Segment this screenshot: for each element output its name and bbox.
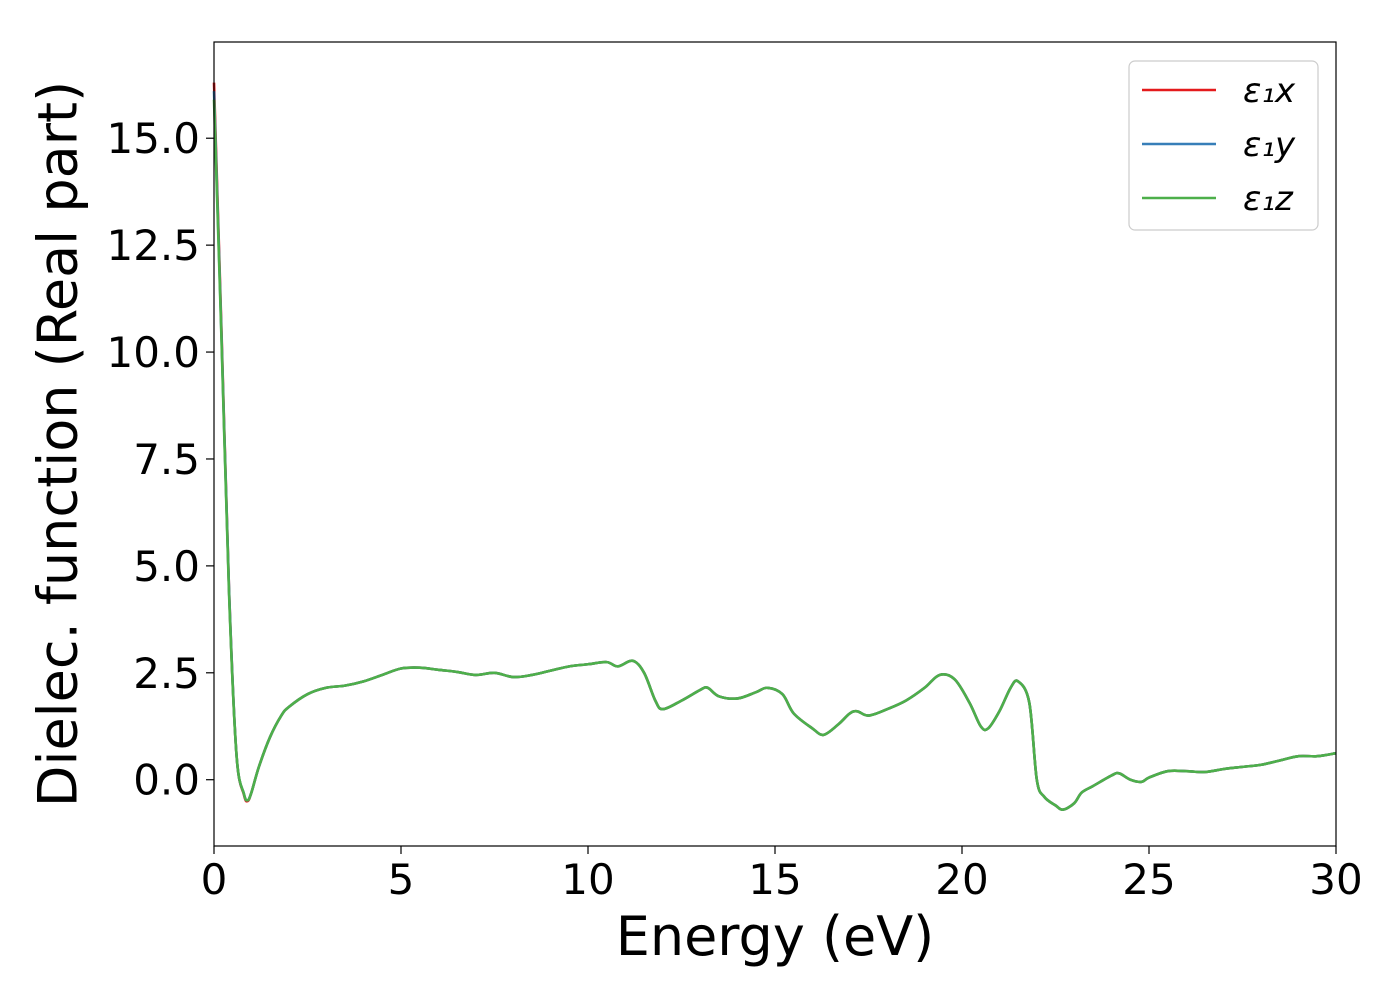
legend-box	[1128, 60, 1319, 231]
x-tick-label: 10	[561, 855, 614, 904]
y-tick-label: 7.5	[133, 435, 200, 484]
x-tick-label: 20	[935, 855, 988, 904]
x-tick-label: 15	[748, 855, 801, 904]
y-axis-title: Dielec. function (Real part)	[27, 81, 90, 807]
y-tick-label: 0.0	[133, 756, 200, 805]
x-tick-label: 5	[388, 855, 415, 904]
y-tick-label: 15.0	[106, 114, 200, 163]
y-tick-label: 12.5	[106, 221, 200, 270]
x-tick-label: 25	[1122, 855, 1175, 904]
y-tick-label: 10.0	[106, 328, 200, 377]
series-layer	[212, 82, 1337, 811]
plot-frame	[213, 41, 1337, 847]
y-tick-label: 5.0	[133, 542, 200, 591]
y-tick-label: 2.5	[133, 649, 200, 698]
legend-label-1: ε₁y	[1243, 125, 1296, 165]
x-tick-label: 0	[201, 855, 228, 904]
legend-label-0: ε₁x	[1243, 71, 1296, 111]
series-line-2	[212, 99, 1337, 811]
ticks-layer: 0 5 10 15 20 25 30 0.0 2.5 5.0 7.5 10.0 12.5 15.0	[106, 114, 1362, 904]
x-tick-label: 30	[1309, 855, 1362, 904]
legend: ε₁x ε₁y ε₁z	[1128, 60, 1319, 231]
legend-label-2: ε₁z	[1243, 179, 1294, 219]
x-axis-title: Energy (eV)	[616, 905, 935, 968]
